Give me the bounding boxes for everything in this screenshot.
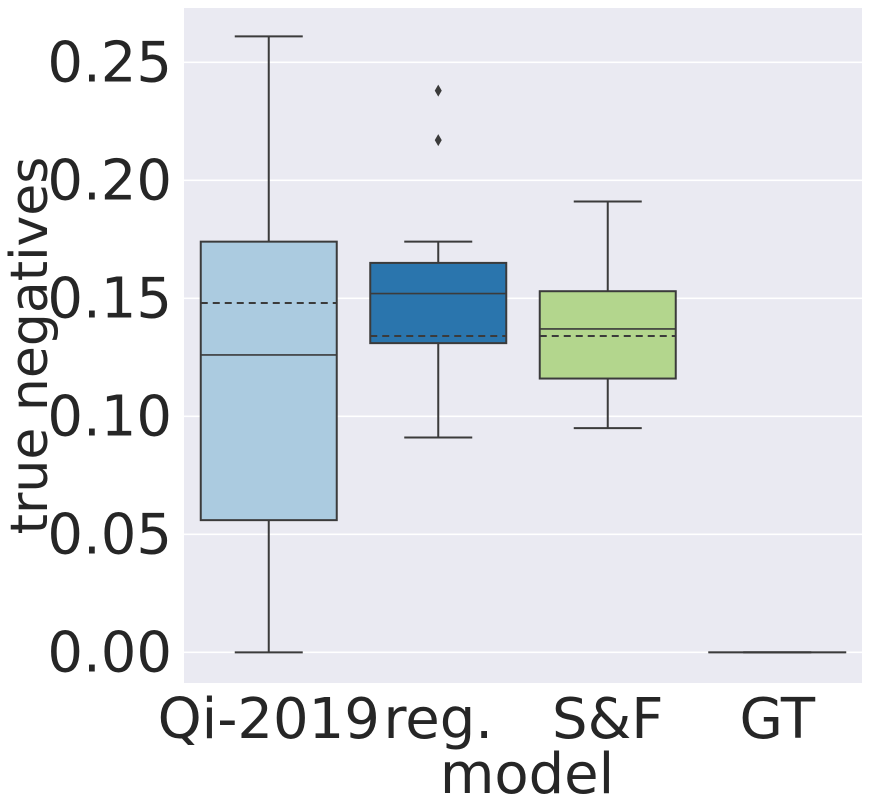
y-tick-label: 0.25: [47, 30, 172, 95]
y-tick-label: 0.05: [47, 502, 172, 567]
x-axis-label: model: [440, 742, 614, 807]
y-tick-labels: 0.00 0.05 0.10 0.15 0.20 0.25: [47, 30, 172, 685]
x-tick-label: S&F: [552, 687, 663, 752]
x-tick-label: GT: [739, 687, 815, 752]
box-series: [199, 35, 847, 654]
y-tick-label: 0.20: [47, 148, 172, 213]
y-tick-label: 0.15: [47, 266, 172, 331]
x-tick-label: Qi-2019: [158, 687, 380, 752]
outlier-point: [434, 84, 442, 97]
x-tick-label: reg.: [383, 687, 493, 752]
box-body: [538, 290, 677, 380]
box-qi-2019: [199, 35, 338, 654]
y-axis-label: true negatives: [0, 157, 60, 535]
y-tick-label: 0.00: [47, 620, 172, 685]
box-body: [199, 240, 338, 522]
box-body: [369, 261, 508, 345]
outlier-point: [434, 134, 442, 147]
x-tick-labels: Qi-2019 reg. S&F GT: [158, 687, 816, 752]
y-tick-label: 0.10: [47, 384, 172, 449]
box-reg-: [369, 84, 508, 439]
box-s-f: [538, 200, 677, 430]
